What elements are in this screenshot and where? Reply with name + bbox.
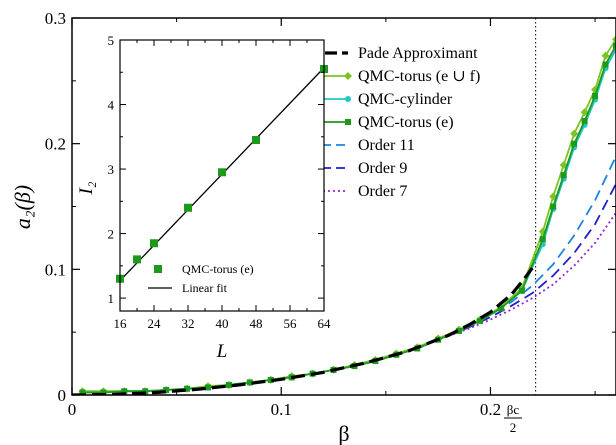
data-point-qmc-torus-e: [613, 42, 616, 49]
legend-marker: [344, 72, 352, 80]
data-point-qmc-torus-e: [163, 386, 170, 393]
inset-x-axis-label: L: [216, 341, 228, 362]
legend-label: Order 7: [358, 183, 407, 200]
data-point-qmc-torus-e: [184, 203, 192, 212]
data-point-qmc-torus-e: [121, 388, 128, 395]
x-tick-label: 0: [68, 400, 77, 419]
legend-label: QMC-cylinder: [358, 91, 453, 108]
data-point-qmc-torus-e: [497, 305, 504, 312]
y-tick-label: 0.2: [45, 135, 66, 154]
legend-label: Order 9: [358, 160, 407, 177]
series-order-11: [448, 155, 616, 337]
main-ticks-layer: 0 0.1 0.2 0 0.1 0.2 0.3: [45, 9, 616, 419]
inset-x-tick-label: 48: [250, 316, 263, 331]
x-tick-label: 0.1: [271, 400, 292, 419]
main-x-axis-label: β: [338, 421, 349, 445]
inset-y-tick-label: 1: [108, 291, 115, 306]
data-point-qmc-torus-e: [205, 384, 211, 391]
series-pade-approximant: [72, 267, 534, 395]
data-point-qmc-torus-e-f: [570, 129, 579, 138]
data-point-qmc-torus-e: [571, 140, 578, 147]
main-plot: 0 0.1 0.2 0 0.1 0.2 0.3 β a₂(β) βc 2: [10, 9, 616, 445]
x-tick-label: 0.2: [480, 400, 501, 419]
data-point-qmc-torus-e: [592, 92, 599, 99]
data-point-qmc-torus-e: [252, 136, 260, 145]
legend-label: Pade Approximant: [358, 45, 478, 62]
inset-legend-marker: [154, 265, 162, 273]
data-point-qmc-torus-e: [184, 385, 191, 392]
data-point-qmc-torus-e: [550, 203, 557, 210]
inset-x-tick-label: 64: [318, 316, 332, 331]
series-order-9: [448, 183, 616, 337]
series-line-order-11: [448, 155, 616, 337]
inset-x-tick-label: 56: [284, 316, 298, 331]
legend-label: QMC-torus (e): [358, 114, 454, 131]
inset-y-tick-label: 3: [108, 162, 115, 177]
legend-label: QMC-torus (e ∪ f): [358, 68, 480, 85]
critical-beta-label-top: βc: [507, 402, 520, 417]
inset-x-tick-label: 32: [182, 316, 195, 331]
inset-y-tick-label: 4: [108, 98, 115, 113]
inset-x-tick-label: 40: [216, 316, 229, 331]
legend-label: Order 11: [358, 137, 415, 154]
critical-beta-label-bottom: 2: [510, 420, 517, 435]
data-point-qmc-torus-e: [518, 287, 525, 294]
inset-legend-label: Linear fit: [182, 281, 228, 295]
inset-plot: 16 24 32 40 48 56 64 1 2 3 4 5 L I₂ QMC-torus (e) Li…: [76, 33, 331, 362]
data-point-qmc-torus-e: [267, 376, 274, 383]
y-tick-label: 0: [58, 386, 67, 405]
data-point-qmc-torus-e: [79, 389, 86, 395]
inset-y-tick-label: 2: [108, 227, 115, 242]
legend-marker: [345, 119, 351, 125]
legend-entry-qmc-torus-e-f: QMC-torus (e ∪ f): [304, 68, 480, 85]
main-series-layer: [72, 35, 616, 395]
data-point-qmc-torus-e: [142, 388, 149, 395]
data-point-qmc-torus-e: [150, 239, 158, 248]
inset-legend-entry-linear-fit: Linear fit: [148, 281, 228, 295]
data-point-qmc-torus-e: [581, 118, 588, 125]
legend-entry-qmc-cylinder: QMC-cylinder: [305, 91, 453, 108]
main-y-axis-label: a₂(β): [10, 185, 35, 229]
main-legend: Pade Approximant QMC-torus (e ∪ f) QMC-cyl…: [304, 45, 480, 200]
y-tick-label: 0.3: [45, 9, 66, 28]
data-point-qmc-torus-e: [218, 168, 226, 177]
data-point-qmc-torus-e: [456, 327, 463, 334]
inset-legend: QMC-torus (e) Linear fit: [148, 262, 254, 295]
data-point-qmc-torus-e-f: [612, 35, 616, 44]
data-point-qmc-torus-e: [246, 379, 253, 386]
data-point-qmc-torus-e: [477, 317, 483, 324]
series-line-order-7: [448, 212, 616, 337]
y-tick-label: 0.1: [45, 260, 66, 279]
inset-x-tick-label: 16: [114, 316, 128, 331]
inset-x-tick-label: 24: [148, 316, 162, 331]
data-point-qmc-torus-e: [225, 381, 232, 388]
data-point-qmc-torus-e: [602, 61, 609, 68]
data-point-qmc-torus-e-f: [601, 51, 610, 60]
legend-entry-qmc-torus-e: QMC-torus (e): [305, 114, 454, 131]
inset-ticks-layer: 16 24 32 40 48 56 64 1 2 3 4 5: [108, 33, 332, 331]
inset-legend-label: QMC-torus (e): [182, 262, 254, 276]
inset-legend-entry-qmc-torus-e: QMC-torus (e): [154, 262, 254, 276]
data-point-qmc-torus-e: [100, 389, 107, 395]
legend-marker: [345, 96, 351, 102]
legend-entry-pade-approximant: Pade Approximant: [308, 45, 478, 62]
series-line-order-9: [448, 183, 616, 337]
inset-y-tick-label: 5: [108, 33, 115, 48]
data-point-qmc-torus-e: [539, 236, 546, 243]
series-line-pade-approximant: [72, 267, 534, 395]
series-order-7: [448, 212, 616, 337]
data-point-qmc-torus-e: [560, 172, 567, 179]
inset-y-axis-label: I₂: [76, 181, 97, 195]
data-point-qmc-torus-e: [133, 255, 141, 264]
critical-beta-label: βc 2: [504, 402, 522, 435]
